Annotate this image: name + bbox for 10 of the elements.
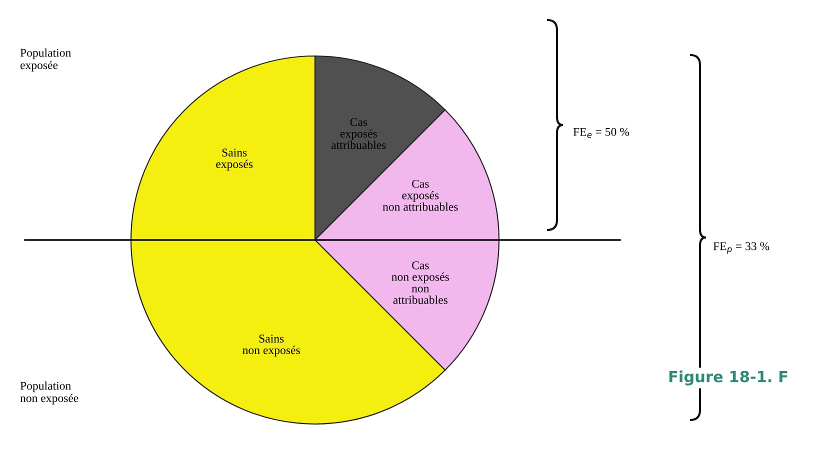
text: Population non exposée xyxy=(20,381,78,405)
slice-label: Sains non exposés xyxy=(242,334,300,357)
slice-label: Sains exposés xyxy=(216,148,253,170)
caption: Figure 18-1. F xyxy=(669,370,788,386)
slice-label: Cas exposés attribuables xyxy=(332,118,386,150)
text: FE$_{p}$ = 33 % xyxy=(713,242,770,254)
text: Population exposée xyxy=(20,48,71,72)
slice-label: Cas exposés non attribuables xyxy=(382,180,458,211)
slice-label: Cas non exposés non attribuables xyxy=(392,261,449,304)
text: FE$_{e}$ = 50 % xyxy=(573,128,630,138)
